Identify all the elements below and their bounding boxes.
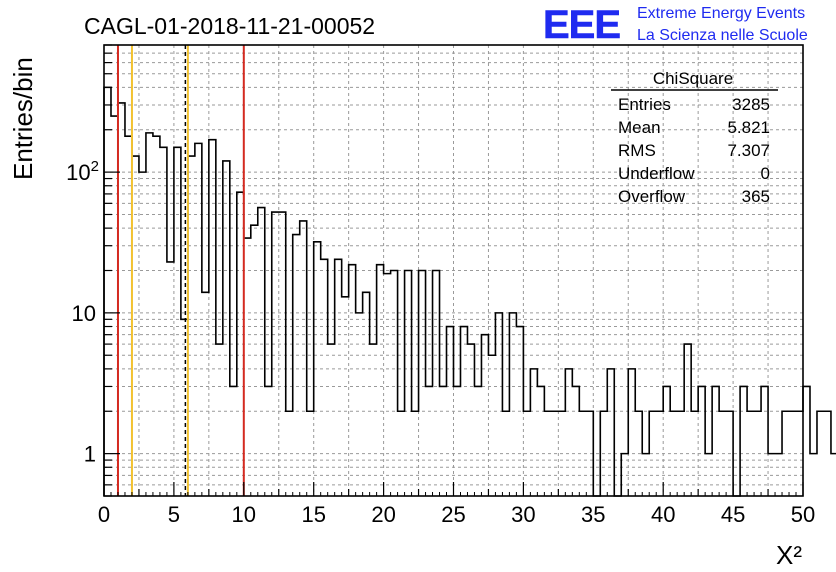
y-axis-label: Entries/bin [8,57,38,180]
reference-lines [116,45,245,496]
y-tick-label: 102 [66,158,99,185]
x-tick-label: 5 [168,502,180,527]
stats-label: Mean [618,118,661,137]
axis-ticks [103,44,804,497]
stats-label: Underflow [618,164,695,183]
histogram [103,86,836,497]
axis-tick-labels: 0 5 10 15 20 25 30 35 40 45 50 1 10 102 [66,158,815,527]
chart-title: CAGL-01-2018-11-21-00052 [84,13,375,39]
x-tick-label: 40 [651,502,675,527]
x-axis-label-text: X² [776,540,802,570]
logo-line-1: Extreme Energy Events [637,5,805,22]
x-tick-label: 45 [721,502,745,527]
x-tick-label: 30 [511,502,535,527]
stats-box: ChiSquare Entries 3285 Mean 5.821 RMS 7.307 Un… [611,69,778,206]
stats-value: 7.307 [727,141,770,160]
stats-value: 365 [742,187,770,206]
stats-label: Overflow [618,187,686,206]
stats-value: 0 [761,164,770,183]
stats-value: 5.821 [727,118,770,137]
x-tick-label: 35 [581,502,605,527]
stats-label: RMS [618,141,656,160]
stats-value: 3285 [732,95,770,114]
x-tick-label: 25 [441,502,465,527]
x-tick-label: 20 [371,502,395,527]
logo-mark: EEE [543,3,620,47]
stats-title: ChiSquare [653,69,733,88]
stats-rows: Entries 3285 Mean 5.821 RMS 7.307 Underflow 0 Ov… [618,95,770,206]
x-tick-label: 10 [232,502,256,527]
y-tick-label: 1 [84,442,96,467]
y-tick-label: 10 [72,301,96,326]
stats-label: Entries [618,95,671,114]
x-tick-label: 50 [791,502,815,527]
x-axis-label: X² [776,540,802,570]
x-tick-label: 15 [301,502,325,527]
logo: EEE Extreme Energy Events La Scienza nel… [543,3,808,48]
x-tick-label: 0 [98,502,110,527]
logo-line-2: La Scienza nelle Scuole [637,27,808,44]
histogram-outline [103,86,836,497]
